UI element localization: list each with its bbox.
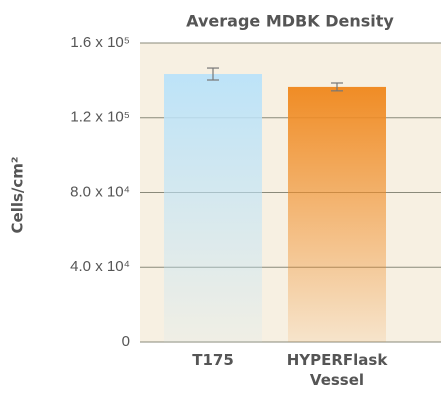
- error-bar: [207, 67, 219, 81]
- bar: [164, 74, 262, 343]
- error-bar: [331, 82, 343, 92]
- y-tick-label: 1.6 x 10⁵: [70, 34, 130, 51]
- y-tick-label: 1.2 x 10⁵: [70, 109, 130, 126]
- y-axis-label: Cells/cm²: [9, 157, 27, 234]
- y-tick-label: 8.0 x 10⁴: [70, 183, 130, 200]
- y-tick-label: 0: [122, 333, 130, 350]
- x-tick-label-box: HYPERFlask Vessel: [286, 351, 388, 389]
- x-tick-label-box: T175: [192, 351, 234, 369]
- y-tick-label: 4.0 x 10⁴: [70, 258, 130, 275]
- x-tick-label: T175: [192, 351, 234, 369]
- x-tick-label: HYPERFlask Vessel: [286, 351, 388, 389]
- chart-title: Average MDBK Density: [186, 12, 394, 31]
- bar: [288, 86, 386, 343]
